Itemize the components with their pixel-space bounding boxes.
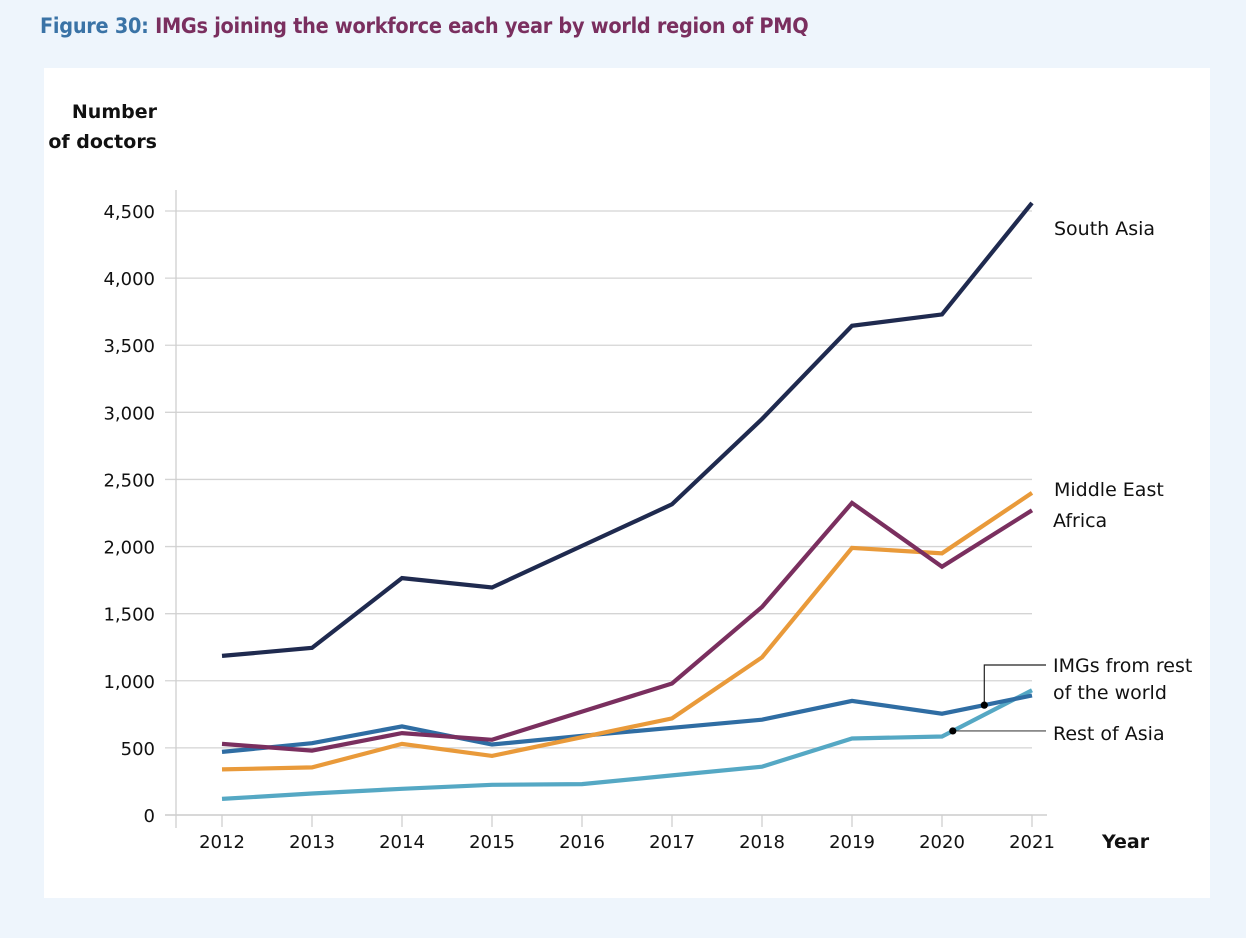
x-tick-label: 2014 bbox=[379, 832, 425, 853]
figure-title-text: IMGs joining the workforce each year by … bbox=[155, 14, 809, 38]
y-tick-label: 500 bbox=[121, 739, 155, 760]
series-label-middle-east: Middle East bbox=[1054, 479, 1164, 501]
x-tick-label: 2015 bbox=[469, 832, 515, 853]
y-axis-title: Number of doctors bbox=[48, 101, 157, 153]
y-tick-label: 4,500 bbox=[103, 202, 155, 223]
figure-number: Figure 30: bbox=[40, 14, 149, 38]
x-tick-label: 2020 bbox=[919, 832, 965, 853]
y-axis-title-line: Number bbox=[72, 101, 158, 123]
callout-leader-rest-of-world bbox=[983, 664, 1046, 706]
x-axis-title: Year bbox=[1101, 831, 1150, 853]
x-tick-label: 2018 bbox=[739, 832, 785, 853]
y-tick-label: 1,000 bbox=[103, 672, 155, 693]
x-tick-label: 2021 bbox=[1009, 832, 1055, 853]
y-axis-title-line: of doctors bbox=[48, 131, 157, 153]
gridlines bbox=[165, 210, 1032, 816]
series-line-rest-of-asia bbox=[221, 688, 1033, 801]
callout-dot-rest-of-asia bbox=[949, 727, 957, 735]
series-label-africa: Africa bbox=[1053, 510, 1107, 532]
series-label-south-asia: South Asia bbox=[1054, 218, 1155, 240]
series-label-imgs-from-rest-of-the-world: IMGs from rest bbox=[1053, 655, 1192, 677]
series-lines bbox=[221, 201, 1034, 801]
series-label-imgs-from-rest-of-the-world: of the world bbox=[1053, 682, 1167, 704]
series-line-south-asia bbox=[221, 201, 1034, 658]
x-tick-labels: 2012 2013 2014 2015 2016 2017 2018 2019 2020 2021 bbox=[199, 815, 1055, 853]
y-tick-label: 2,500 bbox=[103, 470, 155, 491]
y-tick-label: 1,500 bbox=[103, 605, 155, 626]
series-labels: Rest of Asia IMGs from rest of the world Af… bbox=[949, 218, 1192, 745]
series-label-rest-of-asia: Rest of Asia bbox=[1053, 723, 1165, 745]
y-tick-label: 2,000 bbox=[103, 538, 155, 559]
y-tick-label: 4,000 bbox=[103, 269, 155, 290]
callout-dot-rest-of-world bbox=[980, 701, 988, 709]
y-tick-label: 3,000 bbox=[103, 403, 155, 424]
x-tick-label: 2012 bbox=[199, 832, 245, 853]
y-tick-labels: 0 500 1,000 1,500 2,000 2,500 3,000 3,500 4,000 4… bbox=[103, 202, 155, 827]
series-line-imgs-from-rest-of-the-world bbox=[221, 693, 1033, 754]
y-tick-label: 0 bbox=[144, 806, 155, 827]
chart-card bbox=[44, 68, 1210, 898]
x-tick-label: 2017 bbox=[649, 832, 695, 853]
y-tick-label: 3,500 bbox=[103, 336, 155, 357]
x-tick-label: 2016 bbox=[559, 832, 605, 853]
series-line-middle-east bbox=[221, 500, 1034, 753]
series-line-africa bbox=[221, 491, 1034, 772]
x-tick-label: 2013 bbox=[289, 832, 335, 853]
figure-title: Figure 30: IMGs joining the workforce ea… bbox=[40, 14, 809, 38]
x-tick-label: 2019 bbox=[829, 832, 875, 853]
